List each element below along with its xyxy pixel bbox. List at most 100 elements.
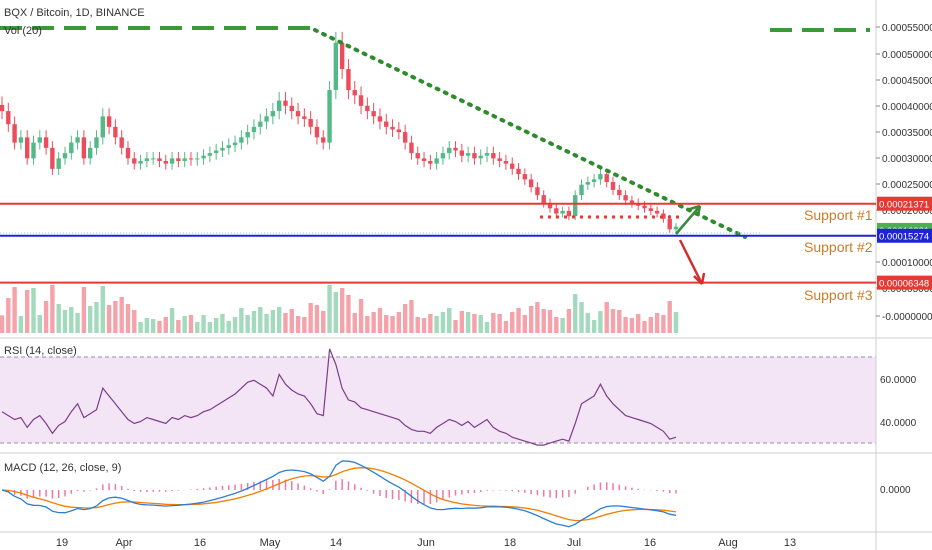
volume-bar: [201, 315, 206, 333]
candle-body: [321, 137, 326, 143]
volume-bar: [119, 297, 124, 333]
volume-bar: [629, 318, 635, 333]
candle-body: [195, 158, 200, 160]
volume-bars: [0, 285, 679, 333]
candle-body: [226, 145, 231, 148]
candle-body: [119, 137, 124, 148]
time-axis: 19 Apr 16 May 14 Jun 18 Jul 16 Aug 13: [56, 537, 796, 549]
volume-bar: [415, 317, 420, 333]
volume-bar: [106, 305, 112, 333]
volume-bar: [535, 302, 540, 333]
candle-body: [176, 158, 181, 161]
price-tag-bg: [877, 275, 932, 290]
volume-bar: [636, 314, 641, 333]
candle-body: [339, 42, 345, 70]
candle-body: [497, 158, 502, 161]
candle-body: [566, 210, 572, 217]
time-axis-label: 19: [56, 537, 68, 549]
candle-body: [31, 142, 36, 159]
candle-body: [667, 218, 672, 230]
candle-body: [648, 208, 654, 211]
volume-bar: [195, 322, 200, 333]
candle-body: [201, 155, 206, 159]
price-axis-tick-label: 0.00030000: [882, 154, 932, 165]
volume-bar: [283, 313, 288, 333]
rsi-title: RSI (14, close): [4, 345, 77, 357]
volume-bar: [358, 299, 364, 333]
candle-body: [390, 126, 395, 130]
candle-body: [365, 105, 370, 112]
volume-bar: [333, 292, 339, 333]
time-axis-label: Apr: [115, 537, 132, 549]
rsi-tick: 60.0000: [880, 375, 917, 386]
candle-body: [421, 158, 427, 161]
candle-body: [503, 160, 509, 164]
volume-bar: [648, 317, 654, 333]
candle-body: [459, 150, 465, 156]
volume-bar: [239, 308, 244, 333]
support-levels: [0, 26, 876, 285]
candle-body: [623, 195, 628, 201]
volume-bar: [113, 301, 118, 333]
time-axis-label: 18: [504, 537, 516, 549]
volume-bar: [43, 301, 49, 333]
volume-bar: [459, 311, 465, 333]
volume-bar: [6, 298, 11, 333]
support-3-label: Support #3: [804, 287, 873, 303]
rsi-series: [1, 348, 677, 446]
rsi-band: [0, 357, 876, 443]
candle-body: [132, 158, 137, 164]
candle-body: [453, 147, 458, 151]
candle-body: [251, 126, 257, 133]
price-axis-tick-label: 0.00055000: [882, 23, 932, 34]
volume-bar: [566, 309, 572, 333]
volume-bar: [396, 312, 402, 333]
candle-body: [491, 153, 496, 159]
volume-bar: [402, 304, 408, 333]
candle-body: [43, 137, 49, 148]
volume-bar: [87, 306, 93, 333]
volume-bar: [56, 304, 61, 333]
volume-bar: [169, 308, 175, 333]
volume-bar: [327, 285, 332, 333]
volume-bar: [220, 314, 225, 333]
price-tag-bg: [877, 196, 932, 211]
volume-bar: [69, 307, 74, 333]
candle-body: [56, 158, 61, 169]
price-axis-tick-label: 0.00040000: [882, 102, 932, 113]
volume-bar: [0, 315, 5, 333]
candle-body: [327, 90, 332, 143]
candle-body: [81, 137, 87, 159]
candle-body: [232, 142, 238, 146]
volume-bar: [661, 315, 666, 333]
volume-bar: [528, 306, 534, 333]
candle-body: [554, 208, 559, 214]
candle-body: [415, 153, 420, 159]
candle-body: [106, 116, 112, 127]
candle-body: [24, 137, 30, 159]
volume-bar: [673, 312, 679, 333]
candle-body: [560, 210, 565, 214]
volume-bar: [516, 308, 521, 333]
candle-body: [75, 137, 80, 143]
candle-body: [270, 111, 276, 117]
volume-bar: [258, 307, 263, 333]
time-axis-label: 16: [194, 537, 206, 549]
time-axis-label: Aug: [718, 537, 738, 549]
price-axis-tick-label: 0.00010000: [882, 258, 932, 269]
volume-bar: [654, 313, 660, 333]
support-2-label: Support #2: [804, 239, 873, 255]
volume-bar: [617, 310, 622, 333]
candle-body: [276, 100, 282, 112]
support-1-label: Support #1: [804, 207, 873, 223]
volume-bar: [579, 302, 584, 333]
volume-bar: [667, 301, 672, 333]
volume-bar: [37, 315, 42, 333]
candle-body: [547, 203, 553, 209]
volume-bar: [176, 320, 181, 333]
candle-body: [528, 179, 534, 188]
candle-body: [6, 111, 11, 125]
volume-bar: [434, 316, 439, 333]
volume-bar: [188, 315, 194, 333]
